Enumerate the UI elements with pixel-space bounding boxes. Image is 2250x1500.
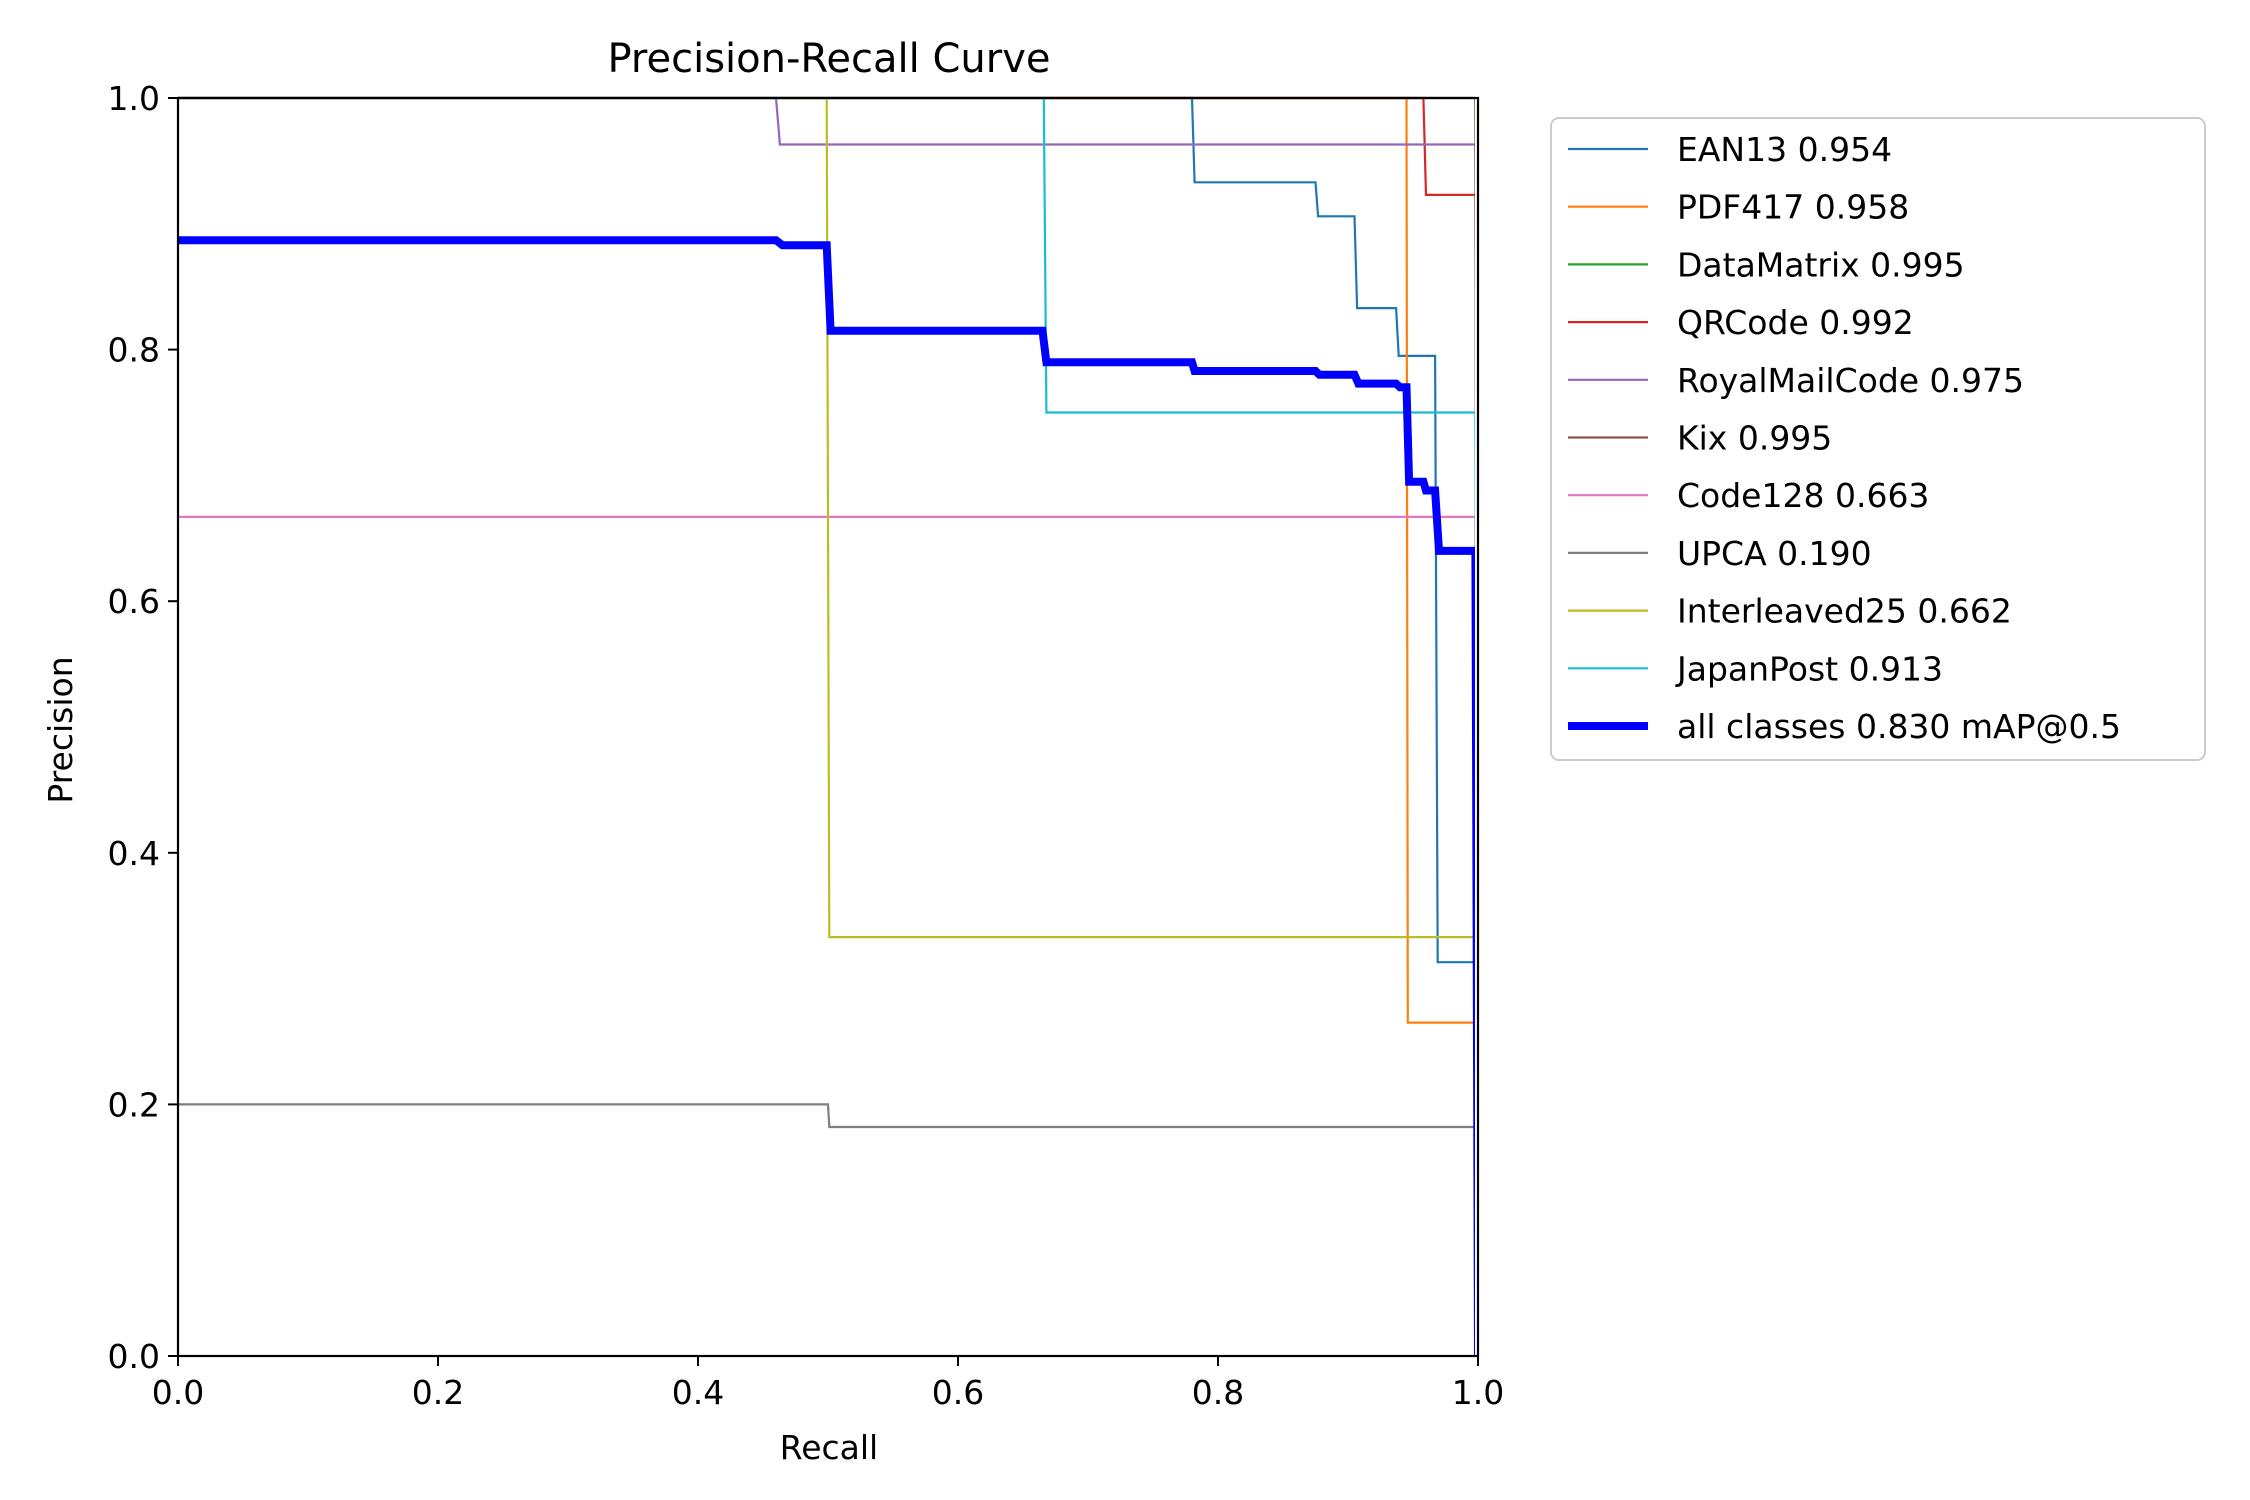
- plot-frame: [176, 96, 1480, 1358]
- legend-label-7: UPCA 0.190: [1677, 534, 1872, 573]
- legend-label-3: QRCode 0.992: [1677, 303, 1914, 342]
- legend-label-8: Interleaved25 0.662: [1677, 592, 2012, 631]
- x-tick-label: 0.2: [412, 1373, 464, 1412]
- legend: EAN13 0.954 PDF417 0.958 DataMatrix 0.995 Q…: [1550, 117, 2206, 761]
- x-axis-label: Recall: [780, 1428, 878, 1467]
- y-tick-label: 1.0: [108, 79, 160, 118]
- series-line-7: [178, 1103, 1475, 1189]
- series-line-10: [178, 236, 1475, 1357]
- y-tick-label: 0.8: [108, 331, 160, 370]
- x-tick-label: 0.0: [152, 1373, 204, 1412]
- legend-label-5: Kix 0.995: [1677, 419, 1832, 458]
- legend-items: EAN13 0.954 PDF417 0.958 DataMatrix 0.995 Q…: [1568, 130, 2121, 746]
- y-tick-label: 0.2: [108, 1085, 160, 1124]
- x-tick-label: 0.6: [932, 1373, 984, 1412]
- x-tick-label: 0.4: [672, 1373, 724, 1412]
- series-layer: [178, 96, 1475, 1357]
- y-tick-label: 0.6: [108, 582, 160, 621]
- legend-label-4: RoyalMailCode 0.975: [1677, 361, 2024, 400]
- y-axis-label: Precision: [41, 656, 80, 803]
- legend-label-10: all classes 0.830 mAP@0.5: [1677, 707, 2121, 746]
- y-tick-label: 0.4: [108, 834, 160, 873]
- x-tick-label: 0.8: [1192, 1373, 1244, 1412]
- series-line-6: [178, 515, 1475, 743]
- x-tick-label: 1.0: [1452, 1373, 1504, 1412]
- legend-frame: [1550, 117, 2206, 761]
- legend-label-0: EAN13 0.954: [1677, 130, 1892, 169]
- legend-label-2: DataMatrix 0.995: [1677, 245, 1965, 284]
- y-tick-label: 0.0: [108, 1337, 160, 1376]
- series-line-0: [178, 96, 1475, 1069]
- axis-ticks: 0.0 0.2 0.4 0.6 0.8 1.0 0.0 0.2 0.4 0.6 0.8 1.0: [108, 79, 1505, 1412]
- legend-label-1: PDF417 0.958: [1677, 188, 1909, 227]
- legend-label-9: JapanPost 0.913: [1675, 649, 1943, 688]
- chart-title: Precision-Recall Curve: [608, 36, 1051, 82]
- legend-label-6: Code128 0.663: [1677, 476, 1929, 515]
